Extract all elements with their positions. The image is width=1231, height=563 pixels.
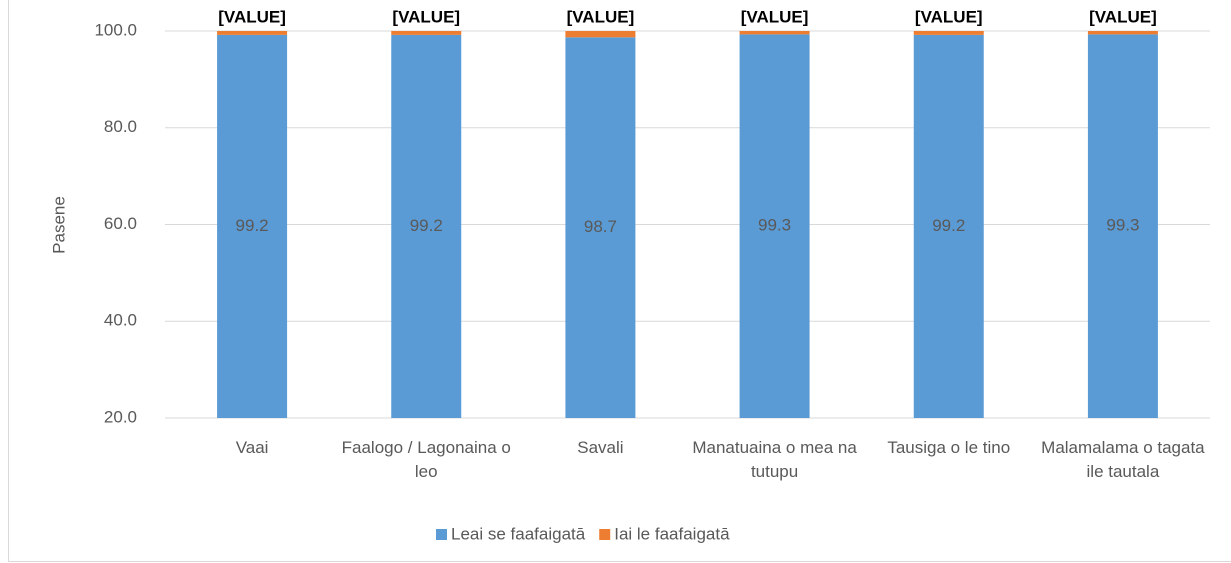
data-label: 98.7 [584,217,617,236]
data-label: 99.2 [236,216,269,235]
x-tick-label: Faalogo / Lagonaina o leo [341,438,511,481]
data-label: [VALUE] [567,7,635,26]
bar-segment [391,34,462,419]
y-tick-label: 100.0 [94,20,137,39]
y-tick-label: 20.0 [104,407,137,426]
y-tick-label: 80.0 [104,117,137,136]
data-label: [VALUE] [741,7,809,26]
y-tick-label: 40.0 [104,311,137,330]
data-label: 99.2 [410,216,443,235]
data-label: [VALUE] [915,7,983,26]
bar-segment [1087,34,1158,418]
data-label: [VALUE] [218,7,286,26]
legend-swatch [599,529,611,540]
bar-segment [913,31,984,35]
bar-segment [391,31,462,35]
bar-segment [217,31,288,35]
bar-segment [913,34,984,419]
legend-label: Leai se faafaigatā [451,524,586,543]
bar-segment [739,31,810,35]
bar-segment [1087,31,1158,35]
bar-segment [217,34,288,419]
y-axis-label: Pasene [49,196,68,254]
data-label: 99.3 [1106,216,1139,235]
data-label: [VALUE] [1089,7,1157,26]
data-label: 99.2 [932,216,965,235]
legend-label: Iai le faafaigatā [614,524,730,543]
chart-border [8,0,1231,562]
x-tick-label: Manatuaina o mea na tutupu [692,438,857,481]
x-tick-label: Vaai [235,438,269,457]
y-tick-label: 60.0 [104,214,137,233]
x-tick-label: Tausiga o le tino [887,438,1011,457]
data-label: [VALUE] [392,7,460,26]
bar-segment [565,37,636,418]
bar-segment [565,31,636,38]
legend-swatch [436,529,447,540]
x-tick-label: Savali [577,438,624,457]
data-label: 99.3 [758,216,791,235]
bar-segment [739,34,810,418]
x-tick-label: Malamalama o tagata ile tautala [1041,438,1205,481]
